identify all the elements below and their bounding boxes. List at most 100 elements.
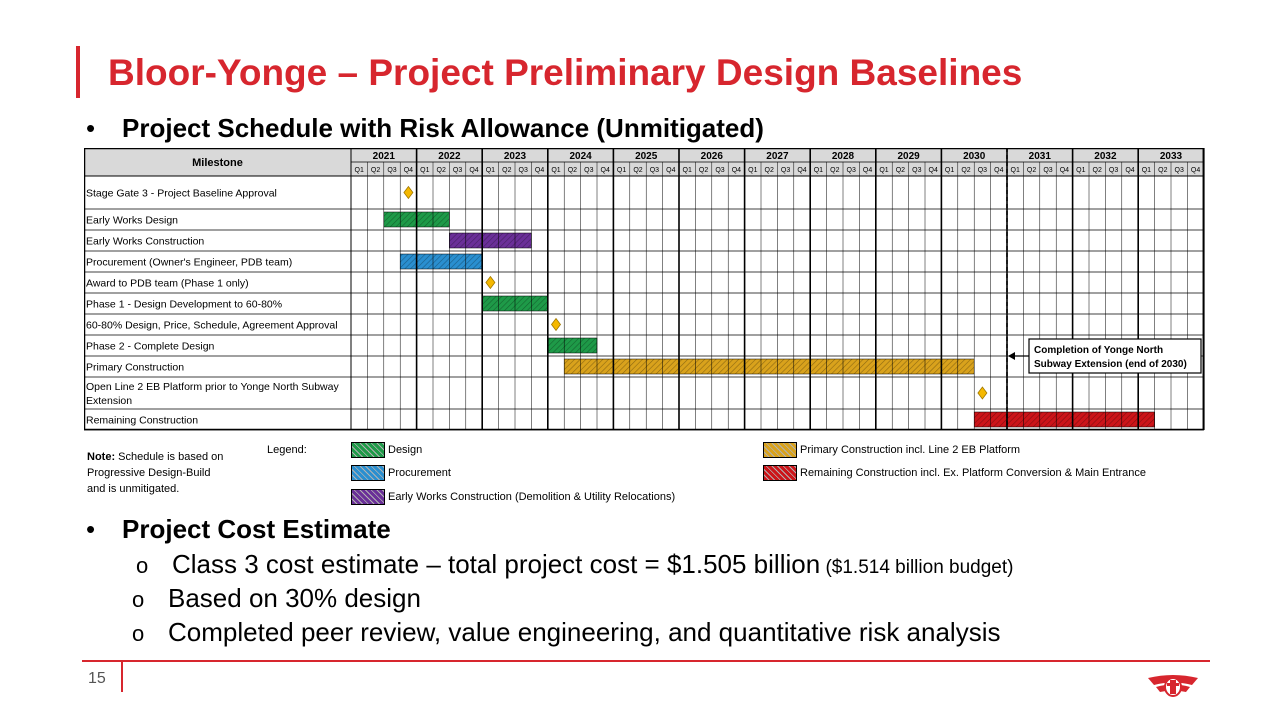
schedule-note: Note: Schedule is based on Progressive D… [87, 449, 227, 497]
section-cost-title: Project Cost Estimate [122, 514, 391, 544]
quarter-label: Q2 [568, 167, 577, 174]
callout-box [1028, 338, 1202, 374]
sub-bullet-marker: o [132, 621, 145, 646]
legend-swatch-procurement [351, 464, 385, 481]
legend-item-remaining: Remaining Construction incl. Ex. Platfor… [763, 464, 1146, 481]
quarter-label: Q1 [1011, 167, 1020, 174]
quarter-label: Q2 [896, 167, 905, 174]
milestone-diamond [403, 185, 414, 200]
quarter-label: Q2 [437, 167, 446, 174]
year-label-2033: 2033 [1160, 151, 1183, 162]
cost-line-1: o Class 3 cost estimate – total project … [136, 549, 1014, 580]
gantt-bar [399, 253, 483, 270]
cost-line-3: o Completed peer review, value engineeri… [132, 617, 1001, 648]
quarter-label: Q1 [945, 167, 954, 174]
quarter-label: Q4 [732, 167, 741, 174]
gantt-bar [547, 337, 598, 354]
milestone-diamond [977, 386, 988, 400]
legend-swatch-primary [763, 441, 797, 458]
callout-text: Subway Extension (end of 2030) [1034, 359, 1187, 370]
quarter-label: Q2 [1093, 167, 1102, 174]
callout-text: Completion of Yonge North [1034, 345, 1163, 356]
quarter-label: Q3 [453, 167, 462, 174]
gantt-bar [973, 411, 1155, 428]
cost-line-1-main: Class 3 cost estimate – total project co… [172, 549, 821, 579]
row-label: Award to PDB team (Phase 1 only) [86, 278, 249, 290]
row-label: Early Works Design [86, 215, 178, 227]
milestone-header: Milestone [192, 157, 243, 169]
quarter-label: Q1 [748, 167, 757, 174]
quarter-label: Q4 [666, 167, 675, 174]
sub-bullet-marker: o [136, 553, 149, 578]
legend-text-remaining: Remaining Construction incl. Ex. Platfor… [800, 466, 1147, 479]
row-label: Stage Gate 3 - Project Baseline Approval [86, 188, 277, 200]
quarter-label: Q1 [355, 167, 364, 174]
quarter-label: Q1 [1076, 167, 1085, 174]
legend-swatch-design [351, 441, 385, 458]
quarter-label: Q3 [912, 167, 921, 174]
cost-line-3-text: Completed peer review, value engineering… [168, 617, 1001, 647]
legend-label: Legend: [267, 444, 307, 456]
quarter-label: Q3 [715, 167, 724, 174]
gantt-chart: Milestone 2021 Q1 Q2 Q3 Q4 2022 Q1 Q2 Q3 Q4 2023 Q1 Q… [84, 148, 1205, 431]
quarter-label: Q3 [650, 167, 659, 174]
page-title: Bloor-Yonge – Project Preliminary Design… [108, 52, 1023, 93]
bullet-marker: • [86, 113, 96, 143]
legend-item-primary: Primary Construction incl. Line 2 EB Pla… [763, 441, 1020, 458]
legend-text-design: Design [388, 443, 423, 456]
year-label-2032: 2032 [1094, 151, 1117, 162]
quarter-label: Q3 [1175, 167, 1184, 174]
quarter-label: Q1 [617, 167, 626, 174]
quarter-label: Q3 [978, 167, 987, 174]
quarter-label: Q4 [601, 167, 610, 174]
row-label: Phase 1 - Design Development to 60-80% [86, 299, 282, 311]
quarter-label: Q4 [1125, 167, 1134, 174]
section-schedule-heading: • Project Schedule with Risk Allowance (… [86, 113, 764, 144]
row-label: Procurement (Owner's Engineer, PDB team) [86, 257, 292, 269]
quarter-label: Q3 [584, 167, 593, 174]
footer-tick [121, 660, 123, 692]
year-label-2028: 2028 [832, 151, 855, 162]
quarter-label: Q2 [765, 167, 774, 174]
quarter-label: Q3 [781, 167, 790, 174]
year-label-2026: 2026 [701, 151, 724, 162]
quarter-label: Q4 [1060, 167, 1069, 174]
quarter-label: Q1 [683, 167, 692, 174]
legend-text-early-works: Early Works Construction (Demolition & U… [388, 490, 676, 503]
row-label: Early Works Construction [86, 236, 204, 248]
quarter-label: Q2 [1158, 167, 1167, 174]
quarter-label: Q1 [551, 167, 560, 174]
cost-line-2: o Based on 30% design [132, 583, 421, 614]
quarter-label: Q2 [961, 167, 970, 174]
quarter-label: Q4 [797, 167, 806, 174]
legend-item-design: Design [351, 441, 422, 458]
quarter-label: Q2 [371, 167, 380, 174]
quarter-label: Q3 [519, 167, 528, 174]
page-number: 15 [88, 670, 106, 687]
legend-text-primary: Primary Construction incl. Line 2 EB Pla… [800, 443, 1021, 456]
quarter-label: Q1 [486, 167, 495, 174]
quarter-label: Q3 [1109, 167, 1118, 174]
section-schedule-title: Project Schedule with Risk Allowance (Un… [122, 113, 764, 143]
row-label: Remaining Construction [86, 415, 198, 427]
quarter-label: Q2 [1027, 167, 1036, 174]
year-label-2025: 2025 [635, 151, 658, 162]
row-label: 60-80% Design, Price, Schedule, Agreemen… [86, 320, 338, 332]
legend-item-procurement: Procurement [351, 464, 451, 481]
legend-text-procurement: Procurement [388, 466, 451, 479]
quarter-label: Q3 [847, 167, 856, 174]
year-label-2031: 2031 [1029, 151, 1052, 162]
gantt-bar [449, 232, 532, 249]
row-label: Phase 2 - Complete Design [86, 341, 215, 353]
quarter-label: Q4 [535, 167, 544, 174]
quarter-label: Q4 [994, 167, 1003, 174]
row-label: Primary Construction [86, 362, 184, 374]
note-text: Schedule is based on Progressive Design-… [87, 451, 224, 495]
cost-line-1-budget: ($1.514 billion budget) [820, 557, 1014, 578]
quarter-label: Q2 [830, 167, 839, 174]
quarter-label: Q1 [420, 167, 429, 174]
quarter-label: Q1 [879, 167, 888, 174]
ttc-logo-icon [1148, 675, 1198, 697]
year-label-2024: 2024 [569, 151, 592, 162]
row-label: Open Line 2 EB Platform prior to Yonge N… [86, 381, 339, 393]
